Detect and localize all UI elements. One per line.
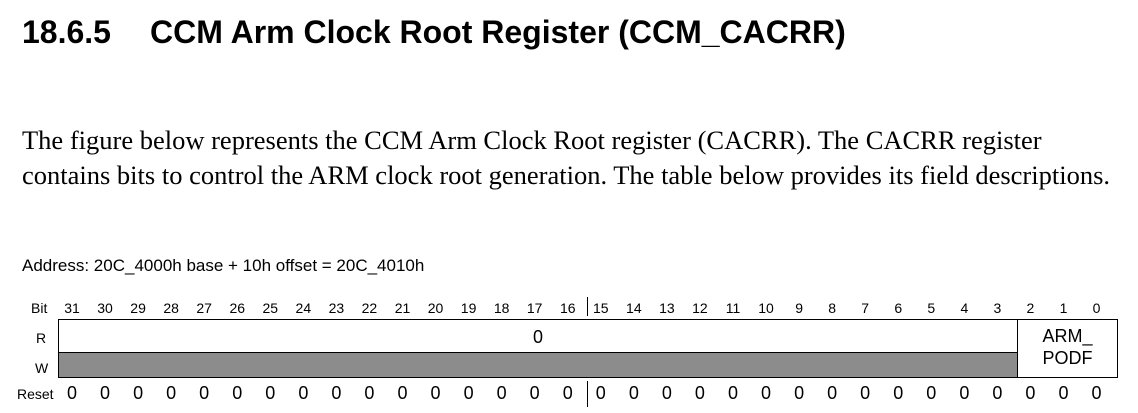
reset-value: 0 bbox=[661, 383, 672, 403]
bit-number: 25 bbox=[262, 300, 279, 316]
arm-podf-field-name: ARM_ PODF bbox=[1018, 325, 1117, 369]
bit-number: 18 bbox=[493, 300, 510, 316]
reset-value: 0 bbox=[562, 383, 573, 403]
reset-value: 0 bbox=[232, 383, 243, 403]
bit-number: 14 bbox=[626, 300, 642, 316]
reset-value: 0 bbox=[463, 383, 474, 403]
reset-value: 0 bbox=[298, 383, 309, 403]
reset-value: 0 bbox=[364, 383, 375, 403]
reset-value: 0 bbox=[959, 383, 970, 403]
reset-value: 0 bbox=[694, 383, 705, 403]
reset-row-label: Reset bbox=[17, 386, 54, 402]
reserved-read-field: 0 bbox=[58, 319, 1018, 353]
reset-value: 0 bbox=[133, 383, 144, 403]
reset-value: 0 bbox=[761, 383, 772, 403]
reset-value: 0 bbox=[893, 383, 904, 403]
bit-number: 3 bbox=[993, 300, 1002, 316]
reset-value: 0 bbox=[794, 383, 805, 403]
bit-number: 10 bbox=[758, 300, 774, 316]
reset-value: 0 bbox=[860, 383, 871, 403]
reset-value: 0 bbox=[1091, 383, 1102, 403]
read-row-label: R bbox=[36, 330, 47, 346]
reset-value: 0 bbox=[199, 383, 210, 403]
reset-value: 0 bbox=[926, 383, 937, 403]
bit-number: 31 bbox=[64, 300, 80, 316]
description-paragraph: The figure below represents the CCM Arm … bbox=[22, 125, 1111, 190]
bit-number: 0 bbox=[1092, 300, 1101, 316]
reset-value: 0 bbox=[529, 383, 540, 403]
bit-number: 19 bbox=[460, 300, 477, 316]
field-name-line-2: PODF bbox=[1042, 348, 1093, 368]
reserved-read-value: 0 bbox=[532, 327, 543, 347]
bit-number: 1 bbox=[1059, 300, 1068, 316]
reset-value: 0 bbox=[430, 383, 441, 403]
bit-number: 8 bbox=[828, 300, 837, 316]
reset-value: 0 bbox=[727, 383, 738, 403]
bit-number: 11 bbox=[725, 300, 741, 316]
bit-number: 30 bbox=[97, 300, 113, 316]
reset-value: 0 bbox=[1025, 383, 1036, 403]
bit-number: 15 bbox=[593, 300, 609, 316]
reset-value: 0 bbox=[992, 383, 1003, 403]
bit-number: 5 bbox=[927, 300, 936, 316]
bit-number: 4 bbox=[960, 300, 969, 316]
bit-number: 7 bbox=[861, 300, 870, 316]
bit-number: 13 bbox=[659, 300, 675, 316]
bit-number: 17 bbox=[526, 300, 543, 316]
bit-number: 29 bbox=[130, 300, 146, 316]
section-number: 18.6.5 bbox=[22, 14, 111, 50]
bit-number: 24 bbox=[295, 300, 312, 316]
section-title: CCM Arm Clock Root Register (CCM_CACRR) bbox=[150, 14, 846, 50]
arm-podf-field: ARM_ PODF bbox=[1017, 319, 1118, 378]
reset-value: 0 bbox=[827, 383, 838, 403]
field-name-line-1: ARM_ bbox=[1042, 326, 1093, 346]
reset-value: 0 bbox=[100, 383, 111, 403]
halfword-divider-bottom bbox=[587, 381, 588, 407]
reset-value: 0 bbox=[1058, 383, 1069, 403]
reserved-write-field bbox=[58, 352, 1018, 378]
bit-row-label: Bit bbox=[31, 300, 48, 316]
bit-number: 21 bbox=[394, 300, 411, 316]
bit-number: 2 bbox=[1026, 300, 1035, 316]
bit-number: 9 bbox=[795, 300, 803, 316]
bit-number: 6 bbox=[894, 300, 903, 316]
register-address: Address: 20C_4000h base + 10h offset = 2… bbox=[22, 256, 425, 275]
bit-number: 27 bbox=[196, 300, 212, 316]
halfword-divider-top bbox=[587, 297, 588, 316]
bit-number: 20 bbox=[427, 300, 444, 316]
bit-number: 26 bbox=[229, 300, 246, 316]
reset-value: 0 bbox=[331, 383, 342, 403]
bit-number: 22 bbox=[361, 300, 378, 316]
reset-value: 0 bbox=[628, 383, 639, 403]
reset-value: 0 bbox=[166, 383, 177, 403]
bit-number: 16 bbox=[559, 300, 576, 316]
reset-value: 0 bbox=[595, 383, 606, 403]
bit-number: 12 bbox=[692, 300, 708, 316]
section-heading: 18.6.5 CCM Arm Clock Root Register (CCM_C… bbox=[22, 14, 846, 51]
reset-value: 0 bbox=[397, 383, 408, 403]
reset-value: 0 bbox=[265, 383, 276, 403]
bit-number: 23 bbox=[328, 300, 345, 316]
reset-value: 0 bbox=[496, 383, 507, 403]
bit-number: 28 bbox=[163, 300, 179, 316]
write-row-label: W bbox=[35, 360, 49, 376]
reset-value: 0 bbox=[66, 383, 77, 403]
